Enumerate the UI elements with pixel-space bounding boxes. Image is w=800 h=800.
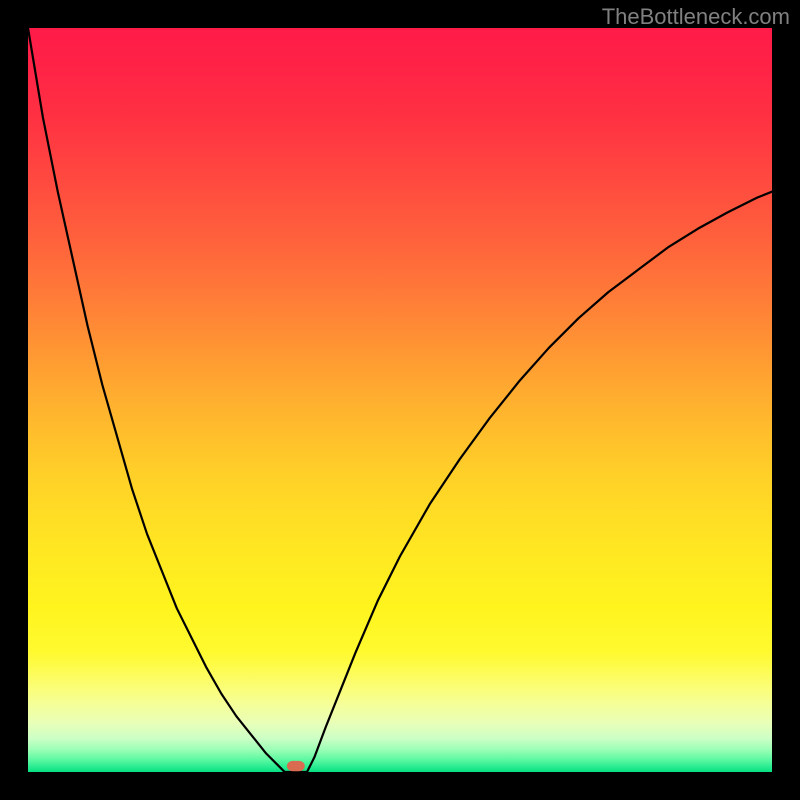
chart-background	[28, 28, 772, 772]
chart-plot-area	[28, 28, 772, 772]
vertex-marker	[287, 761, 305, 771]
bottleneck-chart-svg	[28, 28, 772, 772]
watermark-text: TheBottleneck.com	[602, 4, 790, 30]
chart-outer-frame: TheBottleneck.com	[0, 0, 800, 800]
